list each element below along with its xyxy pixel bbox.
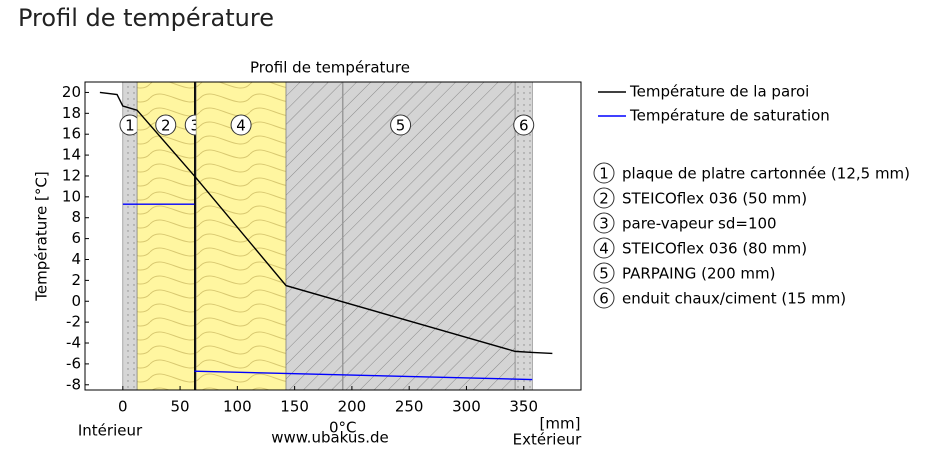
- x-axis-label: [mm]: [540, 415, 581, 433]
- legend-marker: [593, 237, 615, 259]
- y-tick-label: 4: [71, 250, 81, 268]
- y-tick-label: 10: [62, 187, 81, 205]
- page-title: Profil de température: [18, 4, 274, 32]
- x-tick-label: 100: [223, 398, 252, 416]
- layer-marker: [230, 114, 252, 136]
- layer-marker: [390, 114, 412, 136]
- legend-label: enduit chaux/ciment (15 mm): [622, 290, 846, 308]
- y-axis-label: Température [°C]: [33, 171, 51, 301]
- x-tick-label: 300: [452, 398, 481, 416]
- legend-label: STEICOflex 036 (80 mm): [622, 240, 807, 258]
- y-tick-label: 6: [71, 229, 81, 247]
- legend-number: 6: [599, 290, 609, 308]
- legend-marker: [593, 287, 615, 309]
- layer-number: 5: [396, 117, 406, 135]
- legend-number: 4: [599, 240, 609, 258]
- y-tick-label: -8: [66, 375, 81, 393]
- zero-line-label: 0°C: [329, 419, 357, 437]
- series-line: [122, 203, 533, 381]
- legend-marker: [593, 212, 615, 234]
- y-tick-label: -2: [66, 313, 81, 331]
- legend-label: Température de saturation: [629, 107, 830, 125]
- x-tick-label: 150: [280, 398, 309, 416]
- legend-marker: [593, 262, 615, 284]
- layer-marker: [155, 114, 177, 136]
- x-tick-label: 50: [171, 398, 190, 416]
- inside-label: Intérieur: [78, 422, 143, 440]
- layer-number: 2: [161, 117, 171, 135]
- chart-title: Profil de température: [250, 59, 410, 77]
- y-tick-label: 12: [62, 166, 81, 184]
- x-tick-label: 250: [395, 398, 424, 416]
- legend-label: Température de la paroi: [629, 83, 809, 101]
- layer-marker: [513, 114, 535, 136]
- x-tick-label: 350: [509, 398, 538, 416]
- y-tick-label: -6: [66, 354, 81, 372]
- y-tick-label: 2: [71, 271, 81, 289]
- legend-number: 1: [599, 165, 609, 183]
- y-tick-label: 8: [71, 208, 81, 226]
- legend-label: STEICOflex 036 (50 mm): [622, 190, 807, 208]
- y-tick-label: 18: [62, 104, 81, 122]
- legend-number: 2: [599, 190, 609, 208]
- legend-label: PARPAING (200 mm): [622, 265, 775, 283]
- layer-number: 1: [125, 117, 135, 135]
- series-line: [99, 91, 553, 355]
- y-tick-label: 20: [62, 83, 81, 101]
- plot-frame: [84, 81, 582, 391]
- x-tick-label: 0: [118, 398, 128, 416]
- layer-number: 6: [519, 117, 529, 135]
- outside-label: Extérieur: [513, 431, 583, 449]
- y-tick-label: 16: [62, 125, 81, 143]
- legend-number: 5: [599, 265, 609, 283]
- y-tick-label: 0: [71, 292, 81, 310]
- x-tick-label: 200: [338, 398, 367, 416]
- layer-number: 3: [190, 117, 200, 135]
- legend-number: 3: [599, 215, 609, 233]
- layer-number: 4: [236, 117, 246, 135]
- source: www.ubakus.de: [271, 429, 388, 447]
- legend-marker: [593, 187, 615, 209]
- y-tick-label: 14: [62, 146, 81, 164]
- legend-label: plaque de platre cartonnée (12,5 mm): [622, 165, 910, 183]
- legend-label: pare-vapeur sd=100: [622, 215, 777, 233]
- y-tick-label: -4: [66, 334, 81, 352]
- legend-marker: [593, 162, 615, 184]
